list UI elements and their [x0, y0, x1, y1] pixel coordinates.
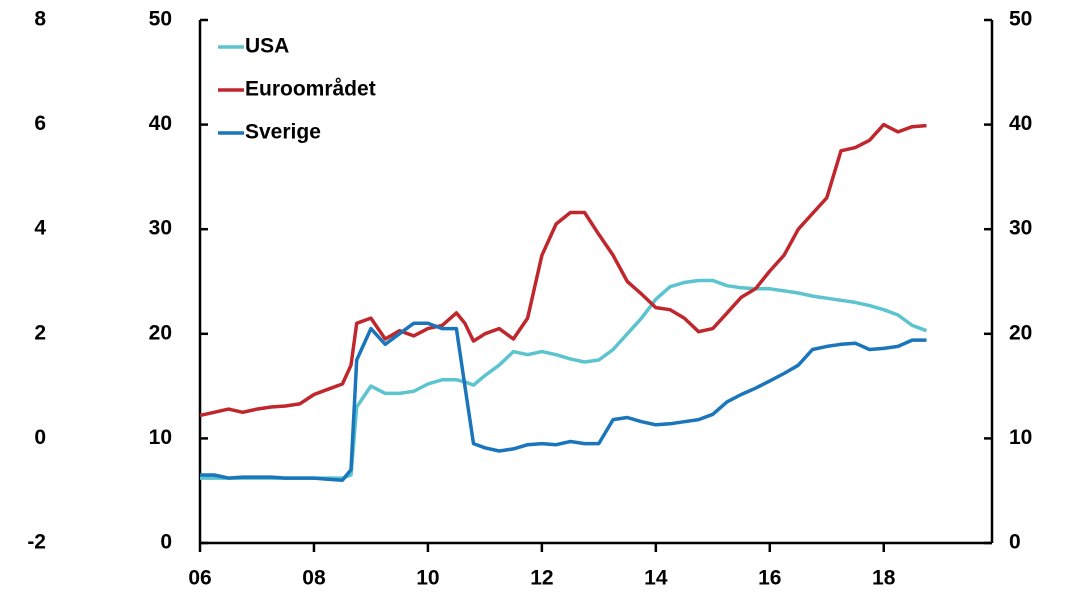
line-series — [200, 321, 927, 482]
y2-tick-label: 20 — [1009, 321, 1032, 344]
y3-tick-label: -2 — [27, 531, 46, 554]
y-tick-label: 0 — [160, 531, 172, 554]
y2-tick-label: 50 — [1009, 8, 1032, 31]
y3-tick-label: 4 — [34, 217, 46, 240]
y3-tick-label: 0 — [34, 426, 46, 449]
y-tick-label: 40 — [149, 112, 172, 135]
legend-label: Sverige — [245, 121, 321, 144]
y-tick-label: 10 — [149, 426, 172, 449]
x-tick-label: 12 — [530, 567, 553, 590]
legend-label: USA — [245, 35, 289, 58]
y2-tick-label: 30 — [1009, 217, 1032, 240]
y3-tick-label: 6 — [34, 112, 46, 135]
x-tick-label: 18 — [872, 567, 896, 590]
y-tick-label: 50 — [149, 8, 172, 31]
y2-tick-label: 10 — [1009, 426, 1032, 449]
y3-tick-label: 8 — [34, 8, 46, 31]
legend-label: Euroområdet — [245, 78, 376, 101]
y-tick-label: 30 — [149, 217, 172, 240]
line-series — [199, 122, 927, 418]
x-tick-label: 06 — [188, 567, 211, 590]
y2-tick-label: 0 — [1009, 531, 1021, 554]
x-tick-label: 10 — [416, 567, 439, 590]
y2-tick-label: 40 — [1009, 112, 1032, 135]
y-tick-label: 20 — [149, 321, 172, 344]
line-series — [200, 278, 928, 480]
y3-tick-label: 2 — [34, 321, 46, 344]
x-tick-label: 08 — [302, 567, 326, 590]
x-tick-label: 16 — [758, 567, 781, 590]
x-tick-label: 14 — [644, 567, 668, 590]
